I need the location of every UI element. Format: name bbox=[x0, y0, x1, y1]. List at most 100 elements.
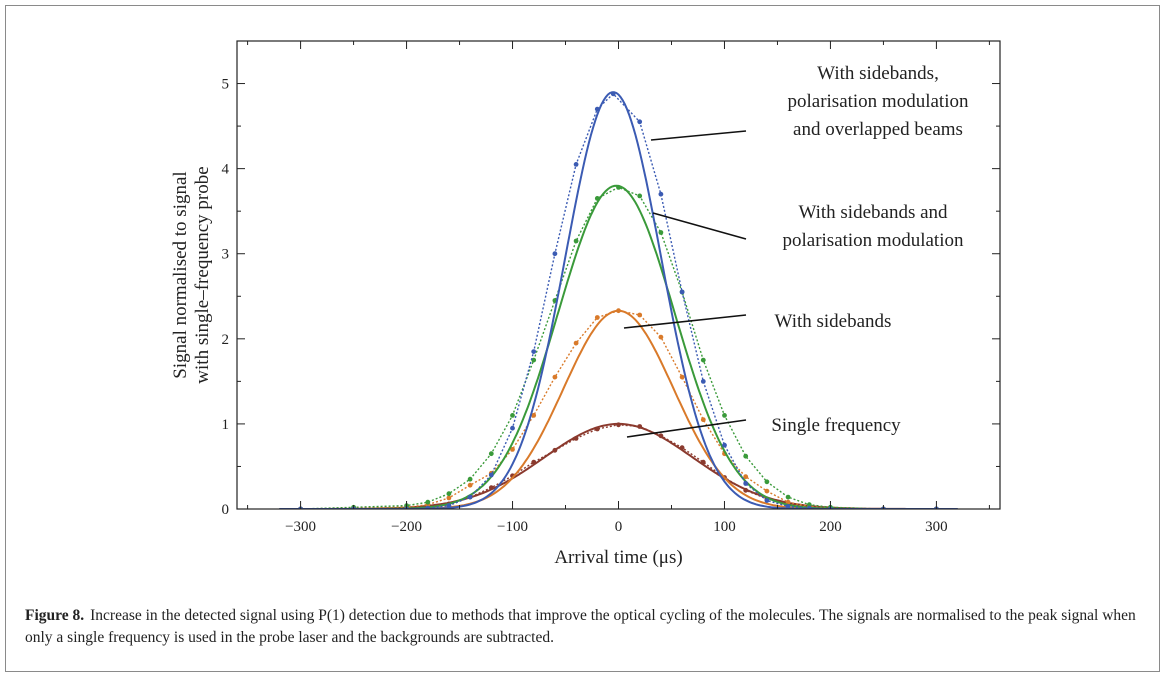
series-point bbox=[658, 230, 664, 235]
series-point bbox=[573, 436, 579, 441]
annotation-text: polarisation modulation bbox=[787, 91, 969, 112]
series-point bbox=[488, 472, 494, 478]
series-point bbox=[425, 505, 431, 509]
x-tick-label: 100 bbox=[713, 519, 736, 535]
series-point bbox=[700, 459, 706, 465]
y-tick-label: 5 bbox=[222, 77, 230, 93]
series-data-line bbox=[300, 92, 937, 509]
series-point bbox=[594, 426, 600, 432]
figure-caption: Figure 8. Increase in the detected signal… bbox=[25, 605, 1150, 649]
series-point bbox=[679, 445, 685, 451]
ticks-layer: −300 −200 −100 0 100 200 300 0 1 2 3 4 5 bbox=[222, 41, 1000, 535]
series-point bbox=[785, 499, 791, 505]
y-axis-label-line: with single–frequency probe bbox=[192, 166, 213, 383]
series-fit-line bbox=[279, 91, 958, 509]
series-point bbox=[743, 487, 749, 493]
x-tick-label: −300 bbox=[285, 519, 316, 535]
series-point bbox=[700, 357, 706, 363]
series-point bbox=[594, 315, 600, 320]
y-tick-label: 0 bbox=[222, 502, 230, 518]
series-point bbox=[488, 451, 494, 457]
annotation-text: polarisation modulation bbox=[782, 230, 964, 251]
annotation-text: Single frequency bbox=[771, 415, 901, 436]
series-point bbox=[425, 499, 431, 505]
series-point bbox=[616, 185, 621, 190]
series-point bbox=[806, 505, 812, 509]
series-group bbox=[279, 91, 958, 509]
caption-label: Figure 8. bbox=[25, 607, 85, 624]
series-point bbox=[658, 334, 664, 340]
series-point bbox=[679, 289, 685, 295]
series-point bbox=[700, 379, 706, 384]
series-point bbox=[764, 498, 770, 503]
x-tick-label: −200 bbox=[391, 519, 422, 535]
x-tick-label: −100 bbox=[497, 519, 528, 535]
series-point bbox=[488, 485, 494, 491]
y-tick-label: 4 bbox=[222, 162, 230, 178]
series-data-line bbox=[300, 309, 937, 509]
series-point bbox=[573, 340, 579, 346]
y-tick-label: 1 bbox=[222, 417, 230, 433]
series-point bbox=[446, 491, 452, 497]
annotation-leader-line bbox=[650, 130, 747, 141]
annotation-text: With sidebands and bbox=[798, 202, 948, 223]
series-point bbox=[658, 433, 664, 439]
series-point bbox=[446, 495, 452, 501]
series-data-line bbox=[300, 424, 937, 509]
series-point bbox=[743, 453, 749, 459]
series-point bbox=[785, 504, 791, 509]
y-tick-label: 3 bbox=[222, 247, 230, 263]
y-axis-label: Signal normalised to signalwith single–f… bbox=[170, 166, 213, 383]
annotation-leader-line bbox=[623, 314, 747, 329]
annotation-leader-line bbox=[652, 212, 747, 240]
series-point bbox=[616, 308, 621, 314]
series-point bbox=[531, 413, 537, 418]
series-point bbox=[552, 374, 558, 380]
series-point bbox=[531, 349, 537, 354]
y-axis-label-line: Signal normalised to signal bbox=[170, 171, 191, 378]
series-point bbox=[764, 479, 770, 485]
series-point bbox=[679, 374, 685, 380]
series-point bbox=[467, 482, 473, 488]
x-tick-label: 0 bbox=[615, 519, 623, 535]
series-point bbox=[806, 502, 812, 508]
series-point bbox=[594, 106, 600, 112]
series-point bbox=[700, 417, 706, 423]
series-point bbox=[467, 476, 473, 482]
series-point bbox=[637, 119, 643, 125]
annotation-leader-line bbox=[626, 419, 747, 438]
series-fit-line bbox=[279, 422, 958, 509]
series-point bbox=[510, 425, 515, 431]
chart: −300 −200 −100 0 100 200 300 0 1 2 3 4 5 With sideba… bbox=[170, 40, 1001, 568]
series-point bbox=[552, 251, 558, 257]
series-point bbox=[510, 447, 515, 452]
x-tick-label: 200 bbox=[819, 519, 842, 535]
series-point bbox=[616, 422, 621, 428]
x-tick-label: 300 bbox=[925, 519, 948, 535]
series-point bbox=[722, 413, 727, 418]
annotation-text: With sidebands bbox=[775, 311, 892, 332]
series-fit-line bbox=[279, 309, 958, 509]
series-point bbox=[510, 413, 515, 418]
series-point bbox=[573, 238, 579, 244]
figure-frame: −300 −200 −100 0 100 200 300 0 1 2 3 4 5 With sideba… bbox=[5, 5, 1160, 672]
series-point bbox=[637, 424, 643, 429]
series-point bbox=[764, 488, 770, 494]
series-point bbox=[722, 442, 727, 448]
series-point bbox=[594, 196, 600, 201]
series-point bbox=[637, 193, 643, 199]
series-point bbox=[467, 494, 473, 500]
caption-text: Increase in the detected signal using P(… bbox=[25, 607, 1136, 646]
annotation-text: With sidebands, bbox=[817, 63, 939, 84]
x-axis-label: Arrival time (μs) bbox=[554, 547, 682, 568]
series-point bbox=[743, 474, 749, 480]
series-point bbox=[658, 191, 664, 197]
series-point bbox=[573, 162, 579, 167]
series-layer bbox=[279, 91, 958, 509]
series-point bbox=[785, 494, 791, 500]
y-tick-label: 2 bbox=[222, 332, 230, 348]
series-point bbox=[743, 481, 749, 486]
annotation-text: and overlapped beams bbox=[793, 119, 963, 140]
series-point bbox=[531, 357, 537, 363]
series-point bbox=[610, 91, 616, 97]
